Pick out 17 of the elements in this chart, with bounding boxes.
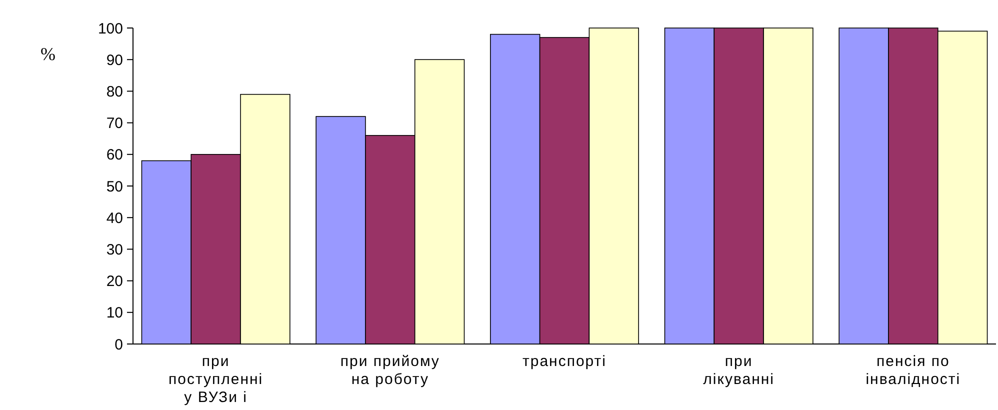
- x-tick-label: при лікуванні: [703, 353, 775, 388]
- y-tick-label: 60: [106, 146, 123, 164]
- y-tick-label: 30: [106, 241, 123, 258]
- x-tick-label: при прийому на роботу: [340, 353, 440, 388]
- y-tick-label: 80: [106, 83, 123, 100]
- y-tick-label: 100: [98, 20, 123, 38]
- y-tick-label: 70: [106, 115, 123, 132]
- y-tick-label: 20: [106, 273, 123, 290]
- y-tick-label: 0: [114, 336, 123, 354]
- x-tick-label: пенсія по інвалідності: [866, 353, 961, 388]
- y-tick-label: 40: [106, 210, 123, 227]
- x-tick-label: транспорті: [522, 353, 607, 370]
- y-axis-title: %: [40, 44, 56, 64]
- y-tick-label: 90: [106, 52, 123, 69]
- x-tick-label: при поступленні у ВУЗи і: [168, 353, 264, 406]
- y-tick-label: 10: [106, 304, 123, 322]
- y-tick-label: 50: [106, 178, 123, 196]
